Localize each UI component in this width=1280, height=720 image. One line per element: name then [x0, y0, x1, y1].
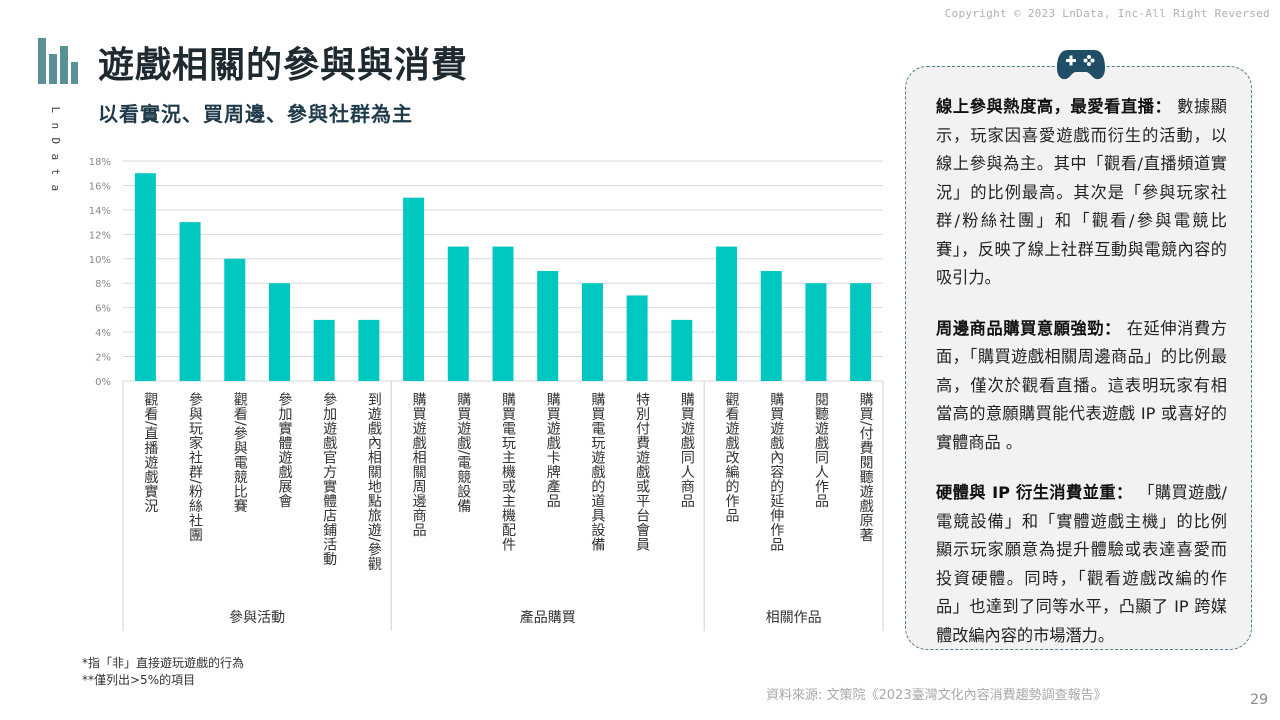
bar — [760, 271, 782, 381]
x-category-label: 閱聽遊戲同人作品 — [813, 392, 829, 508]
bar — [581, 283, 603, 381]
bar — [716, 246, 738, 381]
source-text: 資料來源: 文策院《2023臺灣文化內容消費趨勢調查報告》 — [766, 688, 1107, 703]
bar-chart: 0% 2% 4% 6% 8% 10% 12% 14% 16% 18% 觀看/直播遊戲實況 參與玩家社群… — [89, 157, 884, 631]
bar — [805, 283, 827, 381]
page-title: 遊戲相關的參與與消費 — [98, 45, 469, 86]
insight-body-2: 在延伸消費方面，「購買遊戲相關周邊商品」的比例最高，僅次於觀看直播。這表明玩家有… — [936, 318, 1227, 452]
x-category-label: 觀看/直播遊戲實況 — [142, 392, 158, 514]
x-category-label: 到遊戲內相關地點旅遊/參觀 — [366, 392, 382, 571]
gamepad-icon — [1057, 50, 1105, 80]
y-tick-label: 2% — [95, 353, 111, 364]
bar — [492, 246, 514, 381]
bar — [268, 283, 290, 381]
x-category-label: 參加實體遊戲展會 — [276, 392, 292, 508]
page-subtitle: 以看實況、買周邊、參與社群為主 — [98, 102, 413, 126]
group-label: 產品購買 — [520, 609, 576, 626]
bar — [447, 246, 469, 381]
bar — [224, 258, 246, 381]
bar — [537, 271, 559, 381]
x-category-label: 參與玩家社群/粉絲社團 — [187, 392, 203, 542]
insight-paragraph-1: 線上參與熱度高，最愛看直播： 數據顯示，玩家因喜愛遊戲而衍生的活動，以線上參與為… — [936, 93, 1227, 293]
y-tick-label: 6% — [95, 304, 111, 315]
bar — [403, 197, 425, 381]
insight-body-3: 「購買遊戲/電競設備」和「實體遊戲主機」的比例顯示玩家願意為提升體驗或表達喜愛而… — [936, 483, 1227, 645]
insight-paragraph-2: 周邊商品購買意願強勁： 在延伸消費方面，「購買遊戲相關周邊商品」的比例最高，僅次… — [936, 315, 1227, 458]
x-category-label: 購買電玩主機或主機配件 — [500, 392, 516, 552]
insight-body-1: 數據顯示，玩家因喜愛遊戲而衍生的活動，以線上參與為主。其中「觀看/直播頻道實況」… — [936, 97, 1227, 287]
bar — [626, 295, 648, 381]
bar — [671, 319, 693, 381]
group-label: 參與活動 — [229, 610, 285, 626]
y-tick-label: 18% — [89, 157, 111, 168]
y-tick-label: 4% — [95, 328, 111, 339]
footnote-2: **僅列出>5%的項目 — [82, 673, 196, 687]
y-tick-label: 0% — [95, 377, 111, 388]
insight-heading-2: 周邊商品購買意願強勁： — [936, 318, 1121, 338]
x-category-label: 購買遊戲/電競設備 — [455, 392, 471, 513]
x-category-label: 購買遊戲同人商品 — [679, 392, 695, 508]
x-category-label: 參加遊戲官方實體店鋪活動 — [321, 392, 337, 567]
x-category-label: 購買遊戲內容的延伸作品 — [768, 392, 784, 552]
y-tick-label: 8% — [95, 279, 111, 290]
footnote-1: *指「非」直接遊玩遊戲的行為 — [82, 656, 245, 670]
y-tick-label: 14% — [89, 206, 111, 217]
insight-heading-1: 線上參與熱度高，最愛看直播： — [936, 97, 1172, 116]
x-category-label: 購買遊戲相關周邊商品 — [411, 392, 427, 537]
insight-paragraph-3: 硬體與 IP 衍生消費並重： 「購買遊戲/電競設備」和「實體遊戲主機」的比例顯示… — [936, 479, 1227, 650]
group-label: 相關作品 — [766, 610, 822, 626]
x-category-label: 特別付費遊戲或平台會員 — [634, 392, 650, 552]
bar — [358, 319, 380, 381]
bar — [850, 283, 872, 381]
x-category-label: 觀看遊戲改編的作品 — [724, 392, 740, 523]
bar — [179, 222, 201, 381]
y-tick-label: 16% — [89, 181, 111, 192]
x-category-label: 購買電玩遊戲的道具設備 — [589, 392, 605, 552]
copyright-text: Copyright © 2023 LnData, Inc-All Right R… — [944, 7, 1270, 20]
x-category-label: 購買遊戲卡牌產品 — [545, 392, 561, 508]
y-tick-label: 10% — [89, 255, 111, 266]
page-number: 29 — [1250, 692, 1268, 708]
lndata-logo — [38, 38, 78, 84]
x-category-label: 購買/付費閱聽遊戲原著 — [858, 392, 874, 542]
bar — [313, 319, 335, 381]
bar — [134, 173, 156, 381]
insight-heading-3: 硬體與 IP 衍生消費並重： — [936, 483, 1133, 502]
x-category-label: 觀看/參與電競比賽 — [232, 392, 248, 513]
y-tick-label: 12% — [89, 230, 111, 241]
insight-panel: 線上參與熱度高，最愛看直播： 數據顯示，玩家因喜愛遊戲而衍生的活動，以線上參與為… — [905, 66, 1252, 650]
